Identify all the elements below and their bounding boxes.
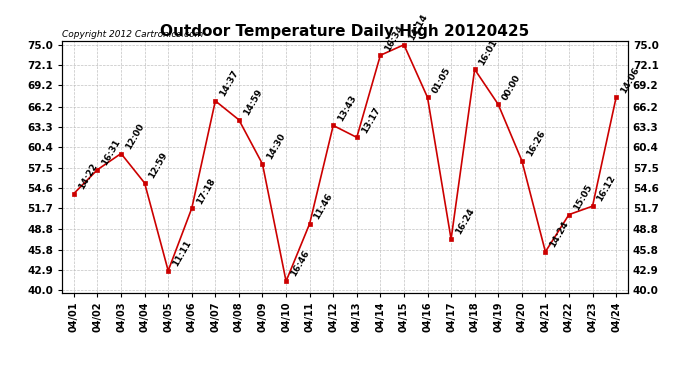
Text: 14:24: 14:24 [548, 219, 571, 249]
Text: 14:30: 14:30 [265, 132, 287, 161]
Text: 12:00: 12:00 [124, 122, 146, 151]
Text: 14:59: 14:59 [241, 88, 264, 117]
Text: 17:18: 17:18 [195, 176, 217, 206]
Text: 16:31: 16:31 [100, 138, 122, 167]
Text: 16:46: 16:46 [289, 249, 311, 279]
Text: 11:11: 11:11 [171, 238, 193, 268]
Text: 16:12: 16:12 [595, 174, 618, 203]
Text: Copyright 2012 Cartronics.com: Copyright 2012 Cartronics.com [62, 30, 204, 39]
Text: 14:06: 14:06 [619, 65, 641, 94]
Text: 15:05: 15:05 [572, 183, 594, 212]
Text: 16:26: 16:26 [524, 129, 546, 158]
Text: 14:14: 14:14 [406, 12, 429, 42]
Text: 14:22: 14:22 [77, 161, 99, 191]
Text: 14:37: 14:37 [218, 69, 240, 98]
Text: 13:17: 13:17 [359, 105, 382, 135]
Title: Outdoor Temperature Daily High 20120425: Outdoor Temperature Daily High 20120425 [160, 24, 530, 39]
Text: 16:01: 16:01 [477, 38, 500, 66]
Text: 00:00: 00:00 [501, 73, 523, 102]
Text: 11:46: 11:46 [313, 192, 335, 221]
Text: 12:59: 12:59 [148, 151, 170, 180]
Text: 16:24: 16:24 [454, 207, 476, 236]
Text: 01:05: 01:05 [431, 66, 452, 94]
Text: 13:43: 13:43 [336, 93, 358, 123]
Text: 16:34: 16:34 [383, 23, 405, 52]
